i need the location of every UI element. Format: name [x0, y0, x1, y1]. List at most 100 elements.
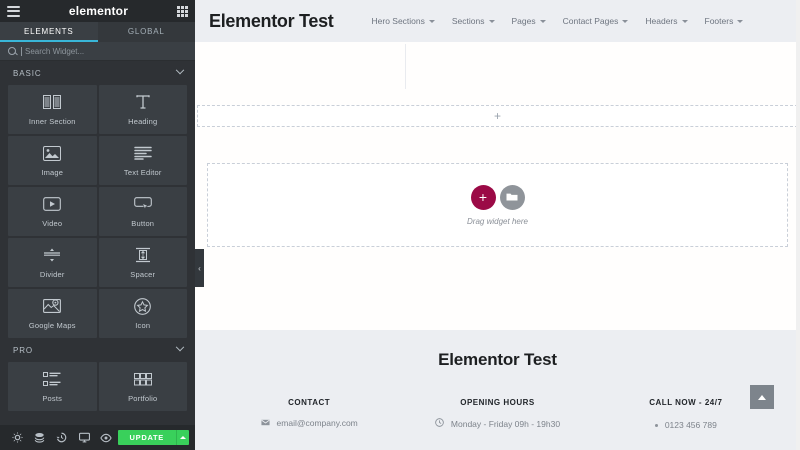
settings-gear-icon[interactable]: [6, 425, 28, 450]
video-play-icon: [42, 195, 62, 213]
caret-up-icon: [180, 436, 186, 439]
footer-row-hours: Monday - Friday 09h - 19h30: [403, 418, 591, 429]
chevron-down-icon: [428, 19, 435, 23]
widget-text-editor[interactable]: Text Editor: [98, 136, 187, 185]
nav-item-footers[interactable]: Footers: [705, 16, 744, 26]
widget-panel: elementor ELEMENTS GLOBAL BASIC Inner Se…: [0, 0, 195, 450]
chevron-down-icon: [681, 19, 688, 23]
widget-heading[interactable]: Heading: [98, 85, 187, 134]
widget-grid-basic: Inner Section Heading Image Text Editor …: [0, 85, 195, 338]
folder-circle-icon[interactable]: [499, 184, 525, 210]
footer-column-opening-hours: OPENING HOURS Monday - Friday 09h - 19h3…: [403, 398, 591, 430]
footer-column-call-now: CALL NOW - 24/7 0123 456 789: [592, 398, 780, 430]
site-header: Elementor Test Hero Sections Sections Pa…: [195, 0, 800, 42]
footer-row-text: email@company.com: [276, 418, 358, 428]
posts-list-icon: [42, 370, 62, 388]
nav-label: Contact Pages: [562, 16, 619, 26]
history-revisions-icon[interactable]: [51, 425, 73, 450]
bullet-icon: [654, 423, 658, 427]
widget-google-maps[interactable]: Google Maps: [8, 289, 97, 338]
widget-label: Text Editor: [123, 168, 162, 177]
search-widget-row: [0, 42, 195, 61]
navigator-icon[interactable]: [28, 425, 50, 450]
nav-label: Hero Sections: [371, 16, 425, 26]
footer-column-heading: CONTACT: [288, 398, 331, 407]
spacer-icon: [133, 246, 153, 264]
panel-tabs: ELEMENTS GLOBAL: [0, 22, 195, 42]
panel-footer-toolbar: UPDATE: [0, 425, 195, 450]
responsive-mode-icon[interactable]: [73, 425, 95, 450]
envelope-icon: [260, 418, 270, 428]
grid-apps-icon[interactable]: [177, 5, 188, 17]
add-new-section-bar[interactable]: +: [197, 105, 798, 127]
hamburger-icon[interactable]: [7, 5, 20, 17]
category-basic-label: BASIC: [13, 68, 42, 78]
chevron-down-icon: [539, 19, 546, 23]
category-basic-header[interactable]: BASIC: [0, 61, 195, 85]
search-input[interactable]: [21, 46, 187, 56]
widget-spacer[interactable]: Spacer: [98, 238, 187, 287]
site-title: Elementor Test: [209, 10, 334, 31]
plus-circle-icon[interactable]: [470, 184, 496, 210]
nav-label: Footers: [704, 16, 734, 26]
panel-body: BASIC Inner Section Heading Image: [0, 61, 195, 425]
footer-title: Elementor Test: [438, 350, 557, 369]
preview-eye-icon[interactable]: [95, 425, 117, 450]
nav-label: Pages: [511, 16, 536, 26]
column-divider: [405, 44, 406, 89]
widget-image[interactable]: Image: [8, 136, 97, 185]
existing-section[interactable]: [195, 42, 800, 105]
nav-item-hero-sections[interactable]: Hero Sections: [372, 16, 435, 26]
update-button[interactable]: UPDATE: [117, 430, 176, 445]
chevron-down-icon: [175, 65, 185, 75]
button-cursor-icon: [133, 195, 153, 213]
update-options-button[interactable]: [176, 430, 189, 445]
text-lines-icon: [133, 144, 153, 162]
footer-column-heading: CALL NOW - 24/7: [649, 398, 723, 407]
widget-video[interactable]: Video: [8, 187, 97, 236]
widget-label: Portfolio: [128, 394, 158, 403]
footer-row-email[interactable]: email@company.com: [215, 418, 403, 428]
widget-icon[interactable]: Icon: [98, 289, 187, 338]
widget-grid-pro: Posts Portfolio: [0, 362, 195, 411]
widget-label: Posts: [42, 394, 63, 403]
nav-item-pages[interactable]: Pages: [512, 16, 546, 26]
widget-label: Divider: [39, 270, 65, 279]
footer-row-phone[interactable]: 0123 456 789: [592, 420, 780, 430]
footer-column-heading: OPENING HOURS: [460, 398, 535, 407]
footer-column-contact: CONTACT email@company.com: [215, 398, 403, 430]
widget-posts[interactable]: Posts: [8, 362, 97, 411]
widget-inner-section[interactable]: Inner Section: [8, 85, 97, 134]
elementor-logo: elementor: [68, 4, 129, 18]
panel-collapse-tab[interactable]: ‹: [195, 249, 204, 287]
widget-divider[interactable]: Divider: [8, 238, 97, 287]
tab-global[interactable]: GLOBAL: [127, 26, 165, 36]
widget-button[interactable]: Button: [98, 187, 187, 236]
drag-widget-drop-zone[interactable]: Drag widget here: [207, 163, 788, 247]
chevron-down-icon: [737, 19, 744, 23]
editor-canvas: + Drag widget here ‹: [195, 42, 800, 330]
nav-item-sections[interactable]: Sections: [452, 16, 495, 26]
nav-item-headers[interactable]: Headers: [645, 16, 688, 26]
page-preview: Elementor Test Hero Sections Sections Pa…: [195, 0, 800, 450]
chevron-down-icon: [622, 19, 629, 23]
site-nav: Hero Sections Sections Pages Contact Pag…: [372, 16, 744, 26]
star-circle-icon: [133, 297, 153, 315]
nav-label: Headers: [645, 16, 678, 26]
search-icon: [8, 47, 16, 55]
nav-label: Sections: [451, 16, 485, 26]
widget-label: Video: [42, 219, 63, 228]
tab-elements[interactable]: ELEMENTS: [0, 22, 98, 42]
page-scrollbar[interactable]: [796, 0, 800, 450]
drop-zone-label: Drag widget here: [467, 216, 528, 226]
chevron-down-icon: [175, 342, 185, 352]
widget-label: Google Maps: [28, 321, 76, 330]
image-icon: [42, 144, 62, 162]
scroll-to-top-button[interactable]: [750, 385, 774, 409]
widget-label: Spacer: [130, 270, 156, 279]
nav-item-contact-pages[interactable]: Contact Pages: [563, 16, 629, 26]
category-pro-header[interactable]: PRO: [0, 338, 195, 362]
divider-icon: [42, 246, 62, 264]
widget-portfolio[interactable]: Portfolio: [98, 362, 187, 411]
